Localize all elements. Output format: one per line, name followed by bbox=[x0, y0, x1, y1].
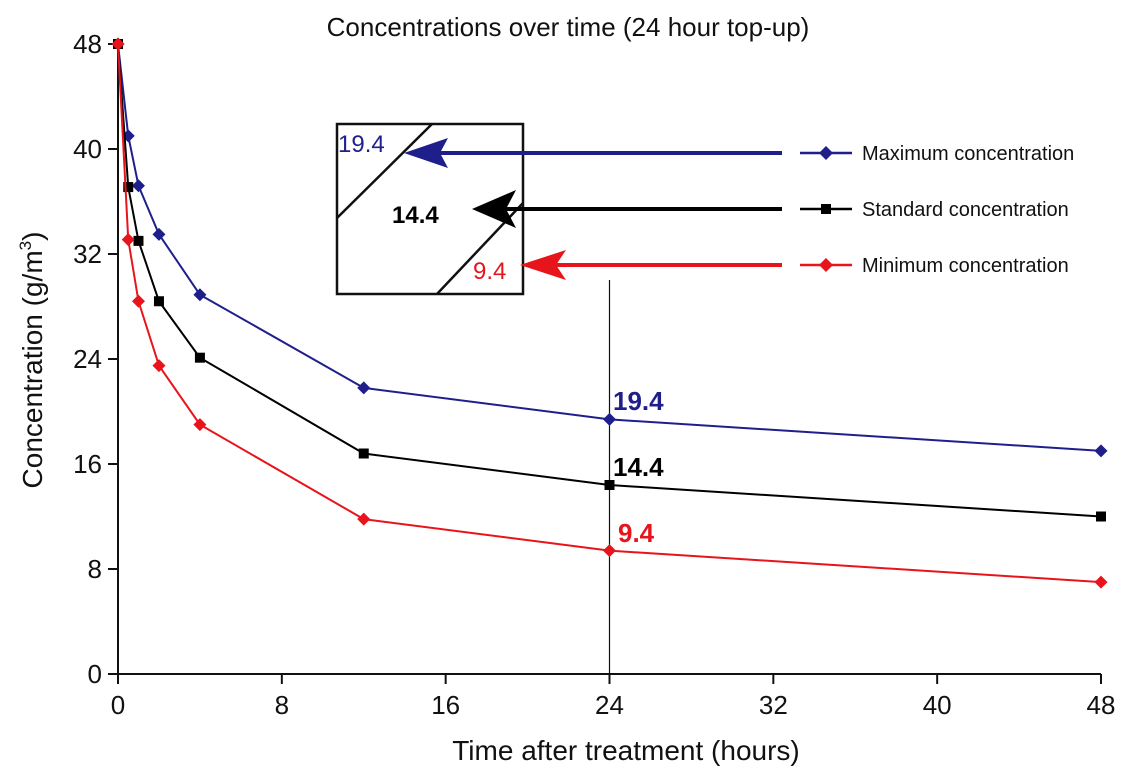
data-point-minimum-1 bbox=[121, 233, 135, 247]
legend-marker-maximum bbox=[819, 146, 833, 160]
x-tick-label-4: 32 bbox=[759, 690, 788, 720]
x-tick-label-6: 48 bbox=[1087, 690, 1116, 720]
data-point-minimum-6 bbox=[603, 544, 616, 558]
legend-item-minimum: Minimum concentration bbox=[800, 255, 1069, 277]
inset-line-maximum bbox=[337, 124, 433, 219]
chart-title: Concentrations over time (24 hour top-up… bbox=[327, 12, 810, 42]
data-point-maximum-4 bbox=[193, 288, 207, 302]
x-tick-label-2: 16 bbox=[431, 690, 460, 720]
data-point-minimum-4 bbox=[193, 418, 207, 432]
data-point-minimum-5 bbox=[357, 512, 371, 526]
arrow-head-minimum bbox=[520, 250, 566, 280]
y-axis-label-superscript: 3 bbox=[16, 241, 35, 250]
y-ticks: 0 8 16 24 32 40 48 bbox=[73, 29, 118, 689]
legend-label-standard: Standard concentration bbox=[862, 199, 1069, 221]
legend-label-minimum: Minimum concentration bbox=[862, 255, 1069, 277]
legend-item-maximum: Maximum concentration bbox=[800, 143, 1074, 165]
arrow-head-maximum bbox=[404, 138, 448, 168]
y-axis-label-close: ) bbox=[17, 232, 48, 241]
data-point-minimum-2 bbox=[131, 294, 145, 308]
y-tick-label-0: 0 bbox=[88, 659, 102, 689]
y-tick-label-2: 16 bbox=[73, 449, 102, 479]
series-line-maximum bbox=[117, 43, 1102, 452]
y-axis-label: Concentration (g/m3) bbox=[16, 232, 48, 489]
data-label-maximum: 19.4 bbox=[613, 386, 664, 416]
series-maximum bbox=[111, 37, 1108, 458]
y-tick-label-5: 40 bbox=[73, 134, 102, 164]
series-minimum bbox=[111, 37, 1108, 589]
y-tick-label-3: 24 bbox=[73, 344, 102, 374]
legend-item-standard: Standard concentration bbox=[800, 199, 1069, 221]
data-point-minimum-0 bbox=[111, 37, 125, 51]
y-tick-label-1: 8 bbox=[88, 554, 102, 584]
data-point-minimum-7 bbox=[1094, 575, 1108, 589]
legend-label-maximum: Maximum concentration bbox=[862, 143, 1074, 165]
data-point-standard-6 bbox=[604, 480, 615, 490]
callout-arrows bbox=[404, 138, 782, 280]
data-point-maximum-5 bbox=[357, 381, 371, 395]
data-point-maximum-3 bbox=[152, 227, 166, 241]
legend-marker-standard bbox=[821, 204, 831, 214]
x-tick-label-3: 24 bbox=[595, 690, 624, 720]
legend: Maximum concentration Standard concentra… bbox=[800, 143, 1074, 277]
y-tick-label-4: 32 bbox=[73, 239, 102, 269]
series-layer bbox=[111, 37, 1108, 589]
inset-label-standard: 14.4 bbox=[392, 202, 439, 229]
data-point-standard-3 bbox=[153, 296, 164, 307]
arrow-head-standard bbox=[472, 190, 516, 228]
x-tick-label-0: 0 bbox=[111, 690, 125, 720]
y-tick-label-6: 48 bbox=[73, 29, 102, 59]
x-tick-label-1: 8 bbox=[275, 690, 289, 720]
data-point-standard-1 bbox=[123, 182, 134, 193]
inset-label-minimum: 9.4 bbox=[473, 258, 506, 285]
series-line-minimum bbox=[117, 43, 1102, 584]
data-label-minimum: 9.4 bbox=[618, 518, 655, 548]
data-point-standard-5 bbox=[358, 448, 369, 459]
data-point-maximum-7 bbox=[1094, 444, 1108, 458]
x-tick-label-5: 40 bbox=[923, 690, 952, 720]
inset-label-maximum: 19.4 bbox=[338, 131, 385, 158]
legend-marker-minimum bbox=[819, 258, 833, 272]
data-point-minimum-3 bbox=[152, 359, 166, 373]
data-point-standard-7 bbox=[1096, 511, 1106, 522]
data-label-standard: 14.4 bbox=[613, 452, 664, 482]
x-ticks: 0 8 16 24 32 40 48 bbox=[111, 674, 1116, 720]
x-axis-label: Time after treatment (hours) bbox=[452, 735, 800, 766]
data-labels: 19.4 14.4 9.4 bbox=[613, 386, 664, 548]
data-point-maximum-6 bbox=[603, 412, 616, 426]
data-point-maximum-2 bbox=[131, 179, 145, 193]
data-point-standard-4 bbox=[194, 352, 205, 363]
series-line-standard bbox=[117, 43, 1102, 518]
y-axis-label-main: Concentration (g/m bbox=[17, 250, 48, 488]
data-point-standard-2 bbox=[133, 235, 144, 246]
